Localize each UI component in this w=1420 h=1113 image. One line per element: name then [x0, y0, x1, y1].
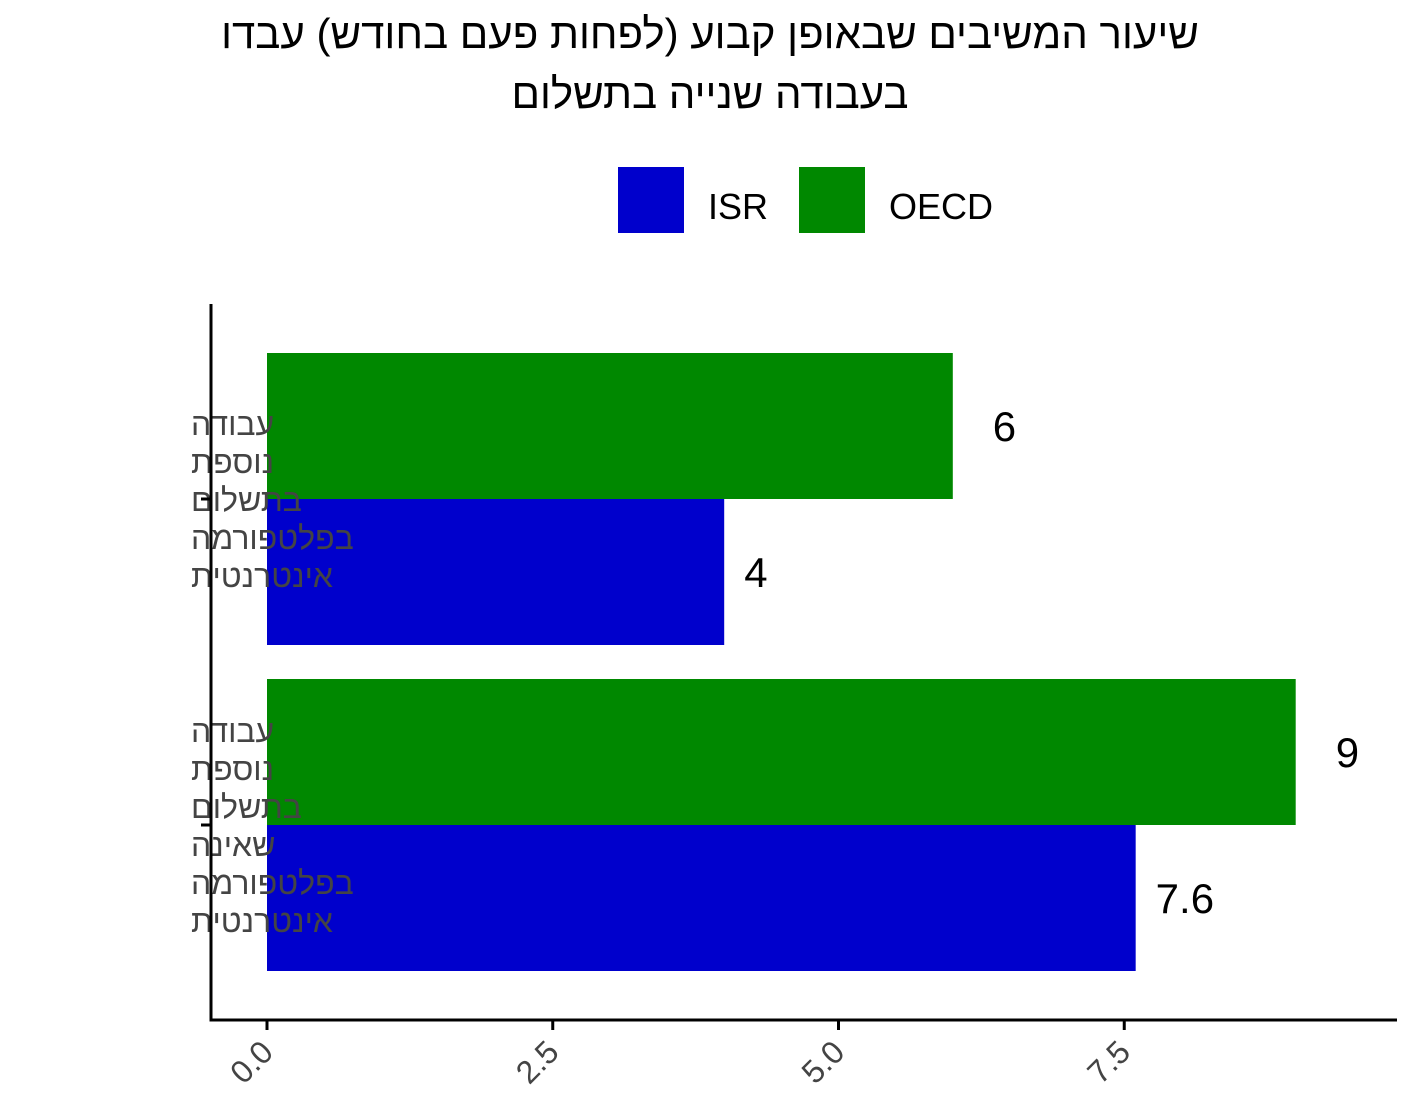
value-label-isr-1: 4 [744, 549, 767, 596]
x-tick-label-1: 0.0 [223, 1033, 280, 1090]
bars [267, 353, 1296, 971]
category-label-1-line-2: נוספת [191, 444, 274, 480]
legend-swatch-oecd [799, 167, 865, 233]
legend: ISR OECD [618, 167, 993, 233]
category-label-1-line-1: עבודה [191, 406, 274, 442]
value-labels: 6 4 9 7.6 [744, 403, 1359, 922]
value-label-oecd-1: 6 [993, 403, 1016, 450]
x-tick-label-3: 5.0 [795, 1033, 852, 1090]
bar-isr-2 [267, 825, 1136, 971]
category-label-2-line-1: עבודה [191, 713, 274, 749]
x-tick-label-2: 2.5 [509, 1033, 566, 1090]
bar-isr-1 [267, 499, 725, 645]
y-axis-labels: עבודהנוספתבתשלוםבפלטפורמהאינטרנטיתעבודהנ… [191, 406, 354, 939]
bar-oecd-2 [267, 679, 1296, 825]
category-label-1-line-4: בפלטפורמה [191, 520, 354, 556]
legend-label-isr: ISR [708, 186, 768, 227]
x-axis-ticks: 0.0 2.5 5.0 7.5 [223, 1020, 1137, 1090]
category-label-1-line-5: אינטרנטית [191, 558, 333, 594]
category-label-2-line-2: נוספת [191, 751, 274, 787]
category-label-2-line-5: בפלטפורמה [191, 865, 354, 901]
category-label-2-line-4: שאינה [191, 827, 276, 863]
category-label-2-line-3: בתשלום [191, 789, 302, 825]
value-label-isr-2: 7.6 [1156, 875, 1214, 922]
category-label-2-line-6: אינטרנטית [191, 903, 333, 939]
legend-swatch-isr [618, 167, 684, 233]
legend-label-oecd: OECD [889, 186, 993, 227]
value-label-oecd-2: 9 [1336, 729, 1359, 776]
axes [201, 304, 1397, 1022]
bar-oecd-1 [267, 353, 953, 499]
x-tick-label-4: 7.5 [1080, 1033, 1137, 1090]
chart-title-line-1: שיעור המשיבים שבאופן קבוע (לפחות פעם בחו… [221, 10, 1199, 57]
chart-title-line-2: בעבודה שנייה בתשלום [511, 70, 909, 117]
